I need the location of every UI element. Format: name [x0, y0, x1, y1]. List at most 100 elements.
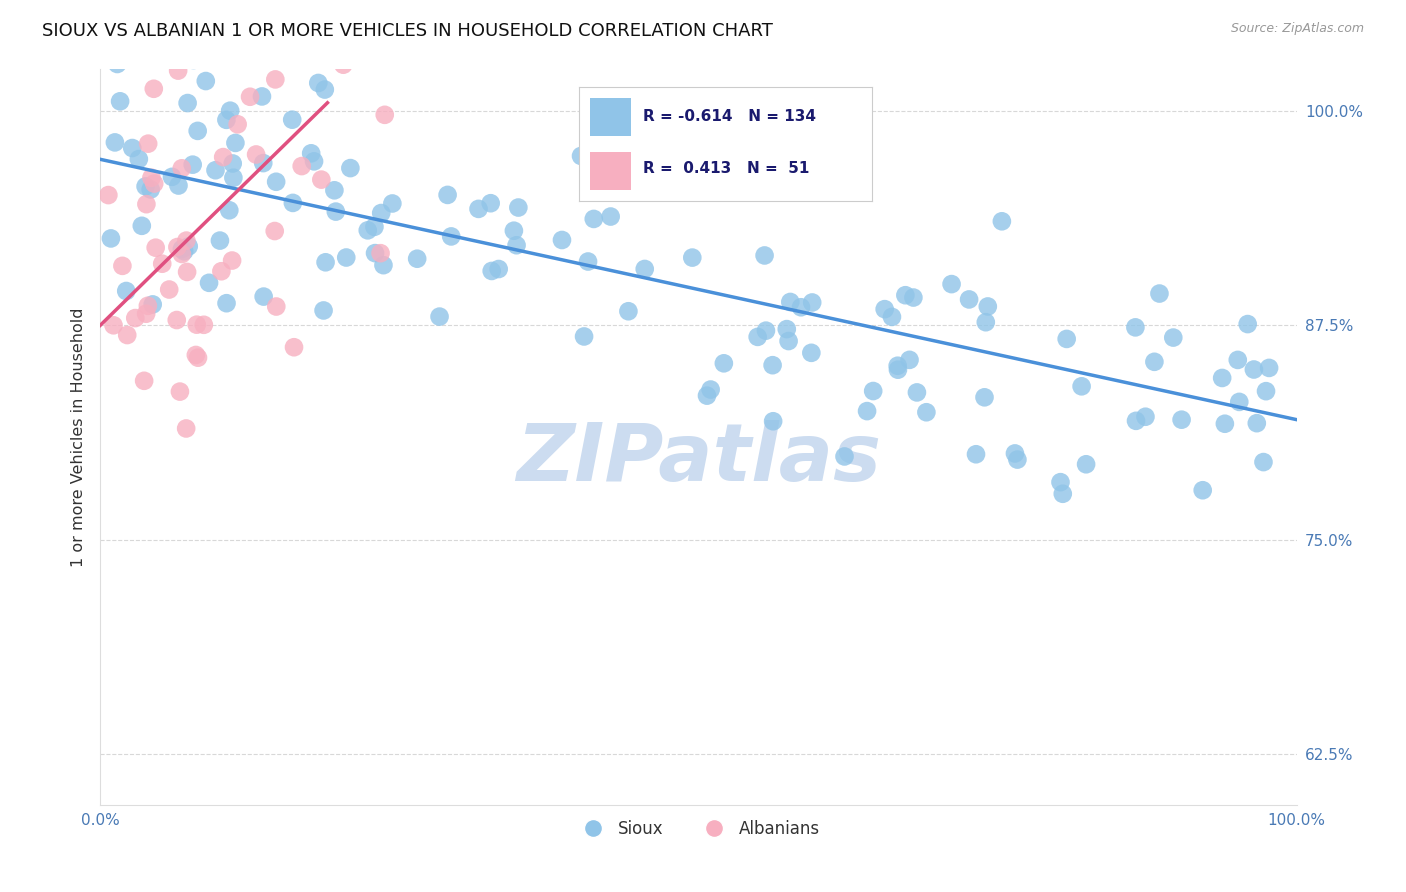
Point — [1191, 483, 1213, 498]
Point — [135, 197, 157, 211]
Point — [915, 405, 938, 419]
Point — [166, 240, 188, 254]
Point — [252, 156, 274, 170]
Point — [121, 141, 143, 155]
Point — [467, 202, 489, 216]
Point — [1211, 371, 1233, 385]
Point — [1236, 317, 1258, 331]
Point — [363, 219, 385, 234]
Point — [957, 293, 980, 307]
Point — [263, 224, 285, 238]
Point — [569, 149, 592, 163]
Point — [245, 147, 267, 161]
Point — [1149, 286, 1171, 301]
Point — [339, 161, 361, 175]
Point — [218, 203, 240, 218]
Point — [215, 112, 238, 127]
Point — [302, 154, 325, 169]
Point — [222, 156, 245, 170]
Point — [508, 201, 530, 215]
Point — [800, 346, 823, 360]
Point — [157, 283, 180, 297]
Point — [551, 233, 574, 247]
Point — [1070, 379, 1092, 393]
Point — [973, 390, 995, 404]
Point — [1227, 395, 1250, 409]
Point — [834, 450, 856, 464]
Point — [332, 58, 354, 72]
Point — [281, 112, 304, 127]
Point — [169, 384, 191, 399]
Point — [186, 318, 208, 332]
Point — [176, 265, 198, 279]
Point — [856, 404, 879, 418]
Point — [903, 291, 925, 305]
Point — [208, 234, 231, 248]
Point — [991, 214, 1014, 228]
Point — [139, 182, 162, 196]
Point — [941, 277, 963, 291]
Point — [880, 310, 903, 324]
Point — [170, 242, 193, 256]
Point — [887, 362, 910, 376]
Point — [97, 188, 120, 202]
Point — [905, 385, 928, 400]
Point — [307, 76, 329, 90]
Point — [222, 170, 245, 185]
Point — [264, 175, 287, 189]
Point — [136, 136, 159, 151]
Point — [111, 259, 134, 273]
Point — [599, 210, 621, 224]
Point — [150, 257, 173, 271]
Point — [380, 46, 402, 61]
Point — [174, 421, 197, 435]
Point — [204, 163, 226, 178]
Point — [1135, 409, 1157, 424]
Point — [374, 108, 396, 122]
Point — [335, 251, 357, 265]
Point — [617, 304, 640, 318]
Point — [778, 334, 800, 348]
Point — [215, 296, 238, 310]
Point — [100, 231, 122, 245]
Point — [135, 307, 157, 321]
Point — [1258, 360, 1281, 375]
Point — [124, 311, 146, 326]
Point — [436, 188, 458, 202]
Point — [762, 358, 785, 372]
Text: ZIPatlas: ZIPatlas — [516, 420, 880, 498]
Point — [187, 124, 209, 138]
Point — [1056, 332, 1078, 346]
Point — [696, 389, 718, 403]
Text: SIOUX VS ALBANIAN 1 OR MORE VEHICLES IN HOUSEHOLD CORRELATION CHART: SIOUX VS ALBANIAN 1 OR MORE VEHICLES IN … — [42, 22, 773, 40]
Point — [1213, 417, 1236, 431]
Point — [408, 42, 430, 56]
Point — [184, 348, 207, 362]
Point — [1253, 455, 1275, 469]
Point — [224, 136, 246, 150]
Point — [283, 340, 305, 354]
Point — [131, 219, 153, 233]
Point — [1052, 487, 1074, 501]
Point — [187, 351, 209, 365]
Point — [108, 95, 131, 109]
Point — [198, 276, 221, 290]
Point — [281, 195, 304, 210]
Point — [505, 238, 527, 252]
Point — [862, 384, 884, 398]
Point — [115, 328, 138, 343]
Point — [105, 57, 128, 71]
Point — [170, 161, 193, 176]
Point — [576, 254, 599, 268]
Point — [250, 89, 273, 103]
Point — [1254, 384, 1277, 399]
Point — [1004, 446, 1026, 460]
Point — [373, 258, 395, 272]
Point — [357, 223, 380, 237]
Point — [183, 53, 205, 67]
Point — [762, 414, 785, 428]
Point — [323, 183, 346, 197]
Point — [264, 300, 287, 314]
Point — [381, 196, 404, 211]
Point — [181, 158, 204, 172]
